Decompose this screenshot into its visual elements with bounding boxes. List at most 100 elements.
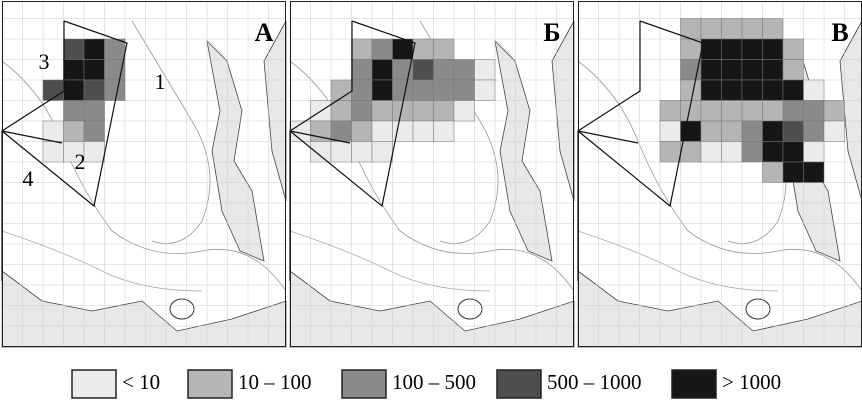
density-cell <box>474 79 496 101</box>
density-cell <box>433 59 455 81</box>
density-cell <box>330 120 352 142</box>
density-cell <box>680 79 702 101</box>
density-cell <box>741 100 763 122</box>
density-cell <box>63 59 85 81</box>
density-cell <box>83 38 105 60</box>
region-boundary <box>577 130 639 144</box>
panel-border <box>2 1 286 347</box>
density-cell <box>392 79 414 101</box>
density-cell <box>412 38 434 60</box>
density-cell <box>700 59 722 81</box>
contour <box>289 230 491 292</box>
density-cell <box>351 100 373 122</box>
density-cell <box>412 100 434 122</box>
contour <box>1 60 287 292</box>
density-cell <box>741 141 763 163</box>
density-cell <box>782 79 804 101</box>
density-cell <box>330 100 352 122</box>
region-label: 2 <box>75 149 86 174</box>
density-cell <box>371 79 393 101</box>
density-cell <box>412 120 434 142</box>
legend-swatch <box>496 369 542 399</box>
density-cell <box>782 100 804 122</box>
density-cell <box>351 79 373 101</box>
density-cell <box>453 79 475 101</box>
panel-border <box>290 1 574 347</box>
region-label: 1 <box>155 69 166 94</box>
density-cell <box>782 161 804 183</box>
density-cell <box>433 79 455 101</box>
density-cell <box>680 38 702 60</box>
density-cell <box>371 120 393 142</box>
map-panel: В <box>577 1 862 348</box>
density-cell <box>721 59 743 81</box>
density-cell <box>721 120 743 142</box>
density-cell <box>104 79 126 101</box>
density-cell <box>741 59 763 81</box>
density-cell <box>412 59 434 81</box>
density-cell <box>700 79 722 101</box>
density-cell <box>803 79 825 101</box>
region-boundary <box>1 130 63 144</box>
island <box>457 298 483 320</box>
density-cell <box>803 120 825 142</box>
density-cell <box>371 100 393 122</box>
density-cell <box>351 120 373 142</box>
legend-label: 100 – 500 <box>392 370 476 394</box>
contour <box>1 230 203 292</box>
density-cell <box>433 100 455 122</box>
density-cell <box>721 79 743 101</box>
density-cell <box>433 38 455 60</box>
density-cell <box>42 120 64 142</box>
legend-swatch <box>187 369 233 399</box>
density-cell <box>762 161 784 183</box>
legend-label: 10 – 100 <box>238 370 312 394</box>
density-cell <box>351 38 373 60</box>
density-cell <box>762 141 784 163</box>
density-cell <box>741 18 763 40</box>
density-cell <box>803 100 825 122</box>
density-cell <box>782 141 804 163</box>
panel-label: Б <box>543 18 560 47</box>
density-cell <box>741 120 763 142</box>
density-cell <box>741 38 763 60</box>
density-cell <box>351 59 373 81</box>
density-cell <box>721 141 743 163</box>
density-cell <box>782 120 804 142</box>
density-cell <box>371 141 393 163</box>
land <box>494 39 553 262</box>
region-label: 3 <box>39 49 50 74</box>
island <box>169 298 195 320</box>
region-label: 4 <box>23 166 34 191</box>
density-cell <box>700 18 722 40</box>
density-cell <box>823 100 845 122</box>
density-cell <box>83 79 105 101</box>
density-cell <box>453 100 475 122</box>
legend-label: > 1000 <box>722 370 781 394</box>
density-cell <box>700 100 722 122</box>
density-cell <box>762 59 784 81</box>
region-boundary <box>289 130 351 144</box>
density-cell <box>659 120 681 142</box>
legend-swatch <box>71 369 117 399</box>
density-cell <box>782 38 804 60</box>
panel-label: В <box>831 18 848 47</box>
map-panel: Б <box>289 1 575 348</box>
legend-swatch <box>341 369 387 399</box>
density-cell <box>762 100 784 122</box>
density-cell <box>474 59 496 81</box>
density-cell <box>741 79 763 101</box>
density-cell <box>412 79 434 101</box>
density-cell <box>371 38 393 60</box>
density-cell <box>351 141 373 163</box>
region-boundary <box>1 20 128 208</box>
density-cell <box>762 38 784 60</box>
island <box>745 298 771 320</box>
density-cell <box>721 100 743 122</box>
density-cell <box>392 38 414 60</box>
land <box>206 39 265 262</box>
panel-label: А <box>255 18 274 47</box>
density-cell <box>371 59 393 81</box>
density-cell <box>700 120 722 142</box>
